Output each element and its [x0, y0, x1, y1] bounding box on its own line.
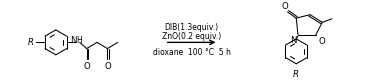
Text: N: N	[290, 36, 297, 45]
Text: N: N	[70, 36, 77, 45]
Text: R: R	[293, 70, 299, 79]
Text: O: O	[83, 62, 90, 71]
Text: O: O	[318, 37, 325, 46]
Text: dioxane  100 °C  5 h: dioxane 100 °C 5 h	[153, 48, 231, 57]
Text: H: H	[77, 36, 82, 45]
Text: R: R	[28, 38, 34, 47]
Text: DIB(1.3equiv.): DIB(1.3equiv.)	[164, 23, 218, 32]
Text: O: O	[104, 62, 111, 71]
Text: ZnO(0.2 equiv.): ZnO(0.2 equiv.)	[162, 32, 221, 41]
Text: O: O	[282, 2, 288, 11]
